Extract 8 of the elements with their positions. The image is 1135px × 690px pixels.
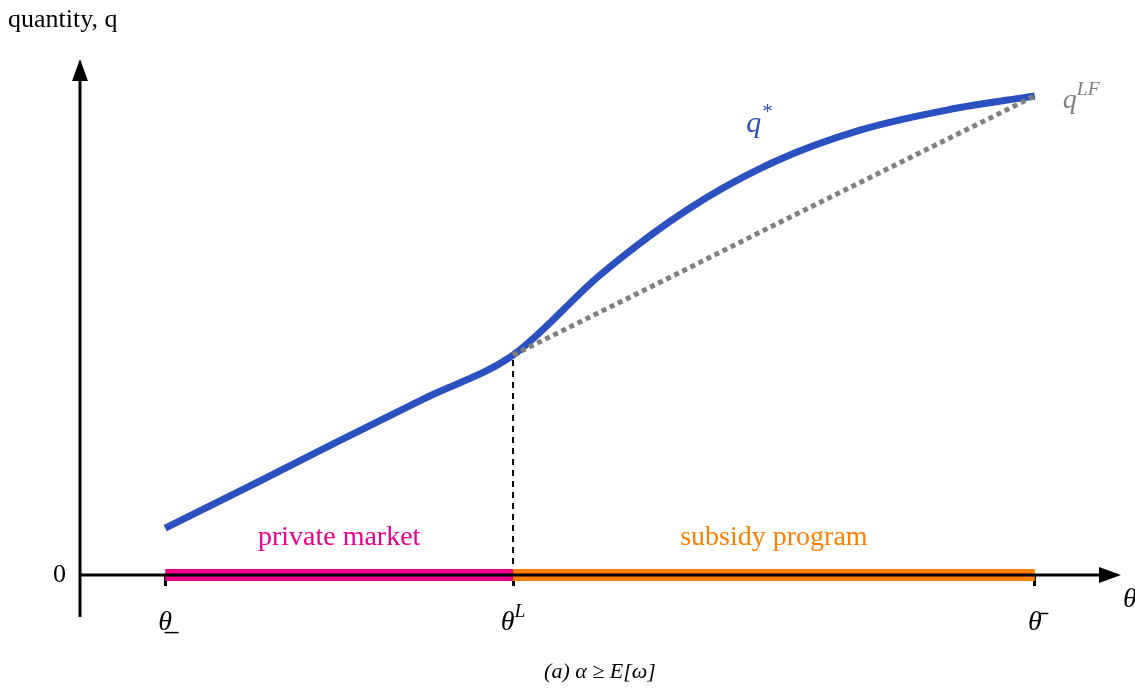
series-label: q*: [746, 98, 773, 138]
text: 0: [53, 558, 66, 588]
x-tick-label: θ̲: [158, 605, 180, 637]
series-label: subsidy program: [680, 520, 868, 552]
y-axis-title: quantity, q: [8, 3, 118, 33]
series-label: private market: [257, 520, 421, 552]
x-tick-label: θ̄: [1027, 605, 1049, 637]
text: (a) α ≥ E[ω]: [544, 657, 656, 683]
